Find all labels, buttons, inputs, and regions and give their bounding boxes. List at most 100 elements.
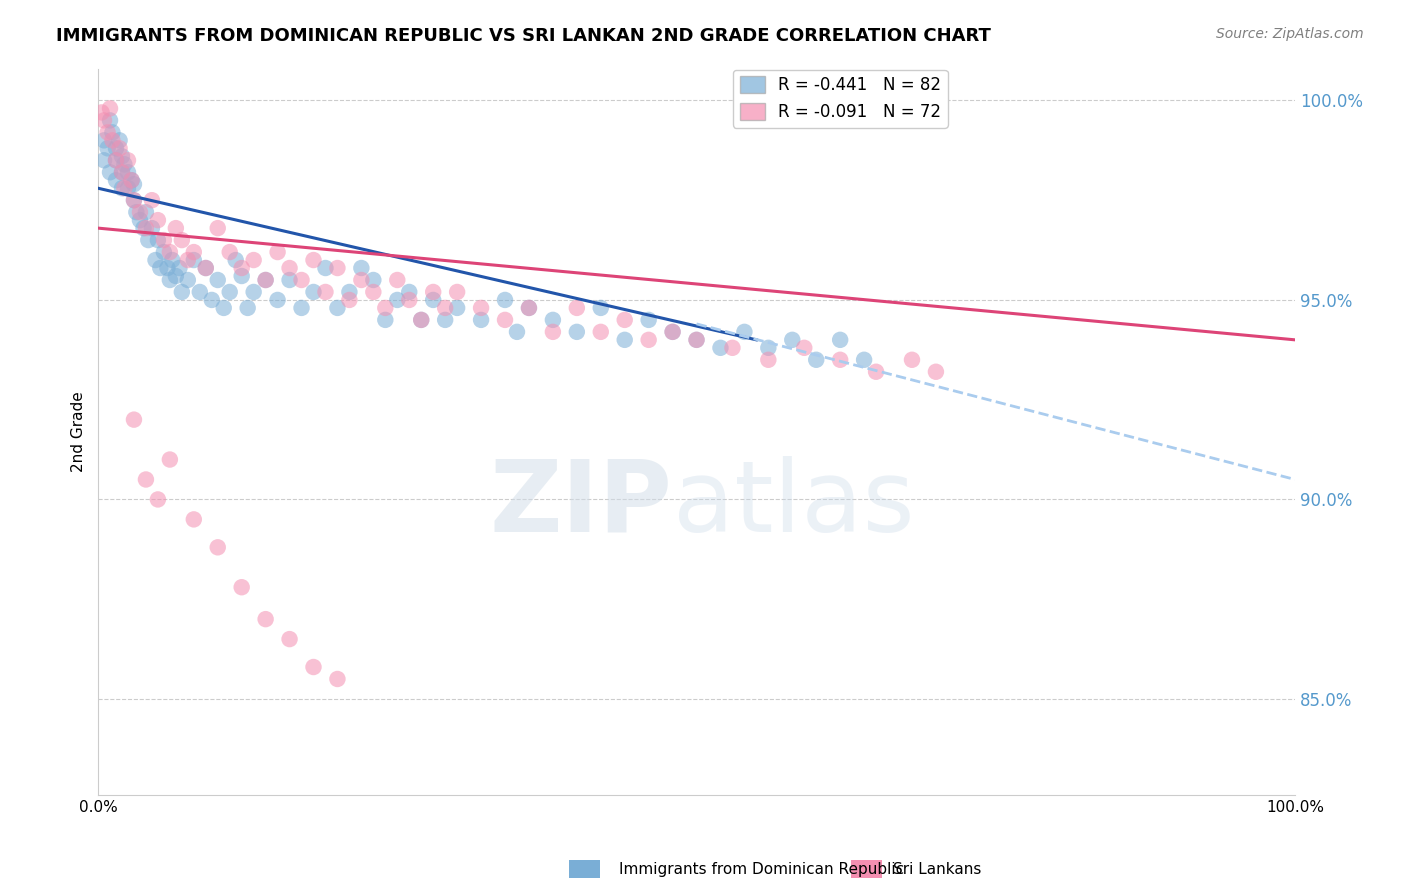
Point: [565, 301, 588, 315]
Point: [141, 193, 163, 207]
Point: [290, 301, 312, 315]
Legend: R = -0.441   N = 82, R = -0.091   N = 72: R = -0.441 N = 82, R = -0.091 N = 72: [733, 70, 948, 128]
Point: [108, 133, 131, 147]
Point: [218, 245, 240, 260]
Point: [194, 260, 217, 275]
Point: [136, 233, 159, 247]
Point: [132, 221, 155, 235]
Point: [146, 213, 169, 227]
Point: [494, 293, 516, 307]
Point: [374, 301, 396, 315]
Point: [685, 333, 707, 347]
Point: [105, 173, 128, 187]
Point: [541, 313, 564, 327]
Point: [830, 333, 852, 347]
Point: [278, 273, 301, 287]
Point: [105, 141, 128, 155]
Point: [756, 341, 779, 355]
Point: [165, 221, 187, 235]
Point: [589, 301, 612, 315]
Text: Sri Lankans: Sri Lankans: [893, 863, 981, 877]
Point: [506, 325, 529, 339]
Point: [97, 125, 120, 139]
Point: [177, 253, 200, 268]
Point: [925, 365, 948, 379]
Point: [111, 181, 134, 195]
Point: [101, 133, 124, 147]
Point: [170, 285, 193, 299]
Point: [278, 260, 301, 275]
Point: [145, 253, 167, 268]
Point: [613, 313, 636, 327]
Point: [793, 341, 815, 355]
Point: [398, 285, 420, 299]
Text: ZIP: ZIP: [489, 456, 672, 553]
Point: [422, 285, 444, 299]
Point: [470, 301, 492, 315]
Point: [129, 205, 152, 219]
Point: [830, 352, 852, 367]
Point: [242, 253, 264, 268]
Point: [363, 273, 385, 287]
Point: [111, 149, 134, 163]
Point: [122, 178, 145, 192]
Point: [661, 325, 683, 339]
Point: [122, 193, 145, 207]
Point: [266, 293, 288, 307]
Point: [135, 473, 157, 487]
Point: [90, 105, 112, 120]
Point: [135, 205, 157, 219]
Point: [806, 352, 828, 367]
Point: [865, 365, 887, 379]
Point: [782, 333, 804, 347]
Point: [446, 301, 468, 315]
Point: [242, 285, 264, 299]
Point: [207, 541, 229, 555]
Text: IMMIGRANTS FROM DOMINICAN REPUBLIC VS SRI LANKAN 2ND GRADE CORRELATION CHART: IMMIGRANTS FROM DOMINICAN REPUBLIC VS SR…: [56, 27, 991, 45]
Point: [231, 268, 253, 283]
Point: [231, 580, 253, 594]
Point: [470, 313, 492, 327]
Point: [363, 285, 385, 299]
Point: [661, 325, 683, 339]
Text: atlas: atlas: [672, 456, 914, 553]
Point: [721, 341, 744, 355]
Point: [129, 213, 152, 227]
Point: [236, 301, 259, 315]
Point: [613, 333, 636, 347]
Point: [121, 173, 143, 187]
Point: [290, 273, 312, 287]
Point: [183, 512, 205, 526]
Point: [254, 273, 277, 287]
Point: [853, 352, 876, 367]
Point: [108, 141, 131, 155]
Point: [183, 253, 205, 268]
Point: [135, 221, 157, 235]
Point: [169, 260, 191, 275]
Point: [589, 325, 612, 339]
Point: [165, 268, 187, 283]
Point: [93, 153, 115, 168]
Point: [98, 113, 121, 128]
Point: [434, 313, 457, 327]
Point: [422, 293, 444, 307]
Point: [254, 273, 277, 287]
Point: [302, 285, 325, 299]
Point: [266, 245, 288, 260]
Point: [170, 233, 193, 247]
Point: [125, 205, 148, 219]
Point: [326, 260, 349, 275]
Text: Immigrants from Dominican Republic: Immigrants from Dominican Republic: [619, 863, 904, 877]
Point: [231, 260, 253, 275]
Point: [685, 333, 707, 347]
Point: [153, 233, 176, 247]
Point: [207, 273, 229, 287]
Point: [141, 221, 163, 235]
Point: [188, 285, 211, 299]
Text: Source: ZipAtlas.com: Source: ZipAtlas.com: [1216, 27, 1364, 41]
Point: [302, 253, 325, 268]
Point: [112, 181, 135, 195]
Point: [201, 293, 224, 307]
Point: [387, 273, 409, 287]
Point: [146, 233, 169, 247]
